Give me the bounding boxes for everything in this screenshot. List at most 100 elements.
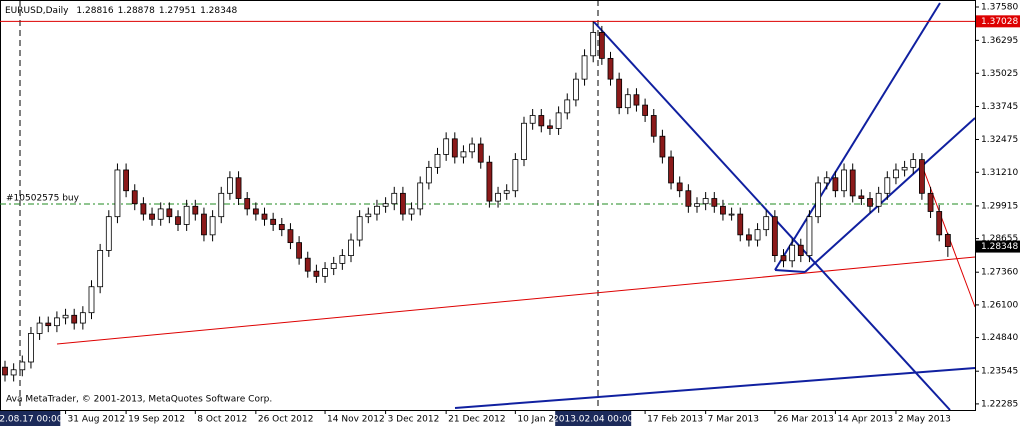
candle-body	[451, 138, 458, 158]
candle-body	[815, 182, 821, 218]
candle-body	[304, 257, 311, 272]
candle-body	[443, 138, 450, 155]
candle-body	[884, 177, 891, 194]
candle-body	[529, 115, 536, 124]
candle-body	[919, 159, 925, 194]
price-label-box	[976, 15, 1020, 28]
candle-body	[226, 177, 233, 194]
x-tick-label: 7 Mar 2013	[708, 415, 759, 425]
candle-body	[728, 213, 735, 216]
candle-body	[875, 192, 882, 207]
candle-body	[754, 229, 761, 241]
ohlc-high: 1.28878	[118, 6, 155, 16]
y-tick-label: 1.29915	[981, 201, 1018, 211]
y-tick-label: 1.24840	[981, 333, 1018, 343]
candle-body	[789, 244, 796, 262]
candle-body	[183, 205, 190, 225]
x-tick-label: 26 Oct 2012	[258, 415, 314, 425]
candle-body	[201, 213, 207, 236]
candle-body	[425, 166, 432, 184]
x-tick-label: 14 Apr 2013	[837, 415, 893, 425]
trend-lines	[454, 2, 976, 411]
price-label: 1.37028	[981, 17, 1018, 27]
candle-body	[737, 213, 744, 236]
candle-body	[391, 192, 398, 205]
ohlc-close: 1.28348	[200, 6, 237, 16]
candle-body	[434, 153, 441, 168]
current-price-box	[976, 240, 1020, 253]
candle-body	[166, 208, 173, 218]
candle-body	[780, 255, 787, 262]
candle-body	[278, 224, 285, 231]
candle-body	[936, 211, 943, 236]
candle-body	[123, 169, 129, 192]
candle-body	[694, 203, 700, 207]
candle-body	[19, 361, 26, 371]
ohlc-low: 1.27951	[159, 6, 196, 16]
y-tick-label: 1.28655	[981, 234, 1018, 244]
candle-body	[910, 159, 917, 168]
x-tick-label: 21 Dec 2012	[448, 415, 506, 425]
candles	[2, 21, 951, 382]
candle-body	[538, 115, 545, 127]
candle-body	[114, 169, 121, 218]
candle-body	[633, 94, 640, 106]
candle-body	[209, 216, 216, 236]
y-tick-label: 1.32475	[981, 135, 1018, 145]
x-tick-label: 3 Dec 2012	[388, 415, 440, 425]
title: EURUSD,Daily	[5, 6, 69, 16]
candle-body	[668, 156, 674, 184]
candle-body	[624, 94, 631, 109]
x-tick-label: 31 Aug 2012	[68, 415, 126, 425]
candle-body	[893, 169, 899, 179]
x-tick-label: 17 Feb 2013	[647, 415, 703, 425]
candle-body	[841, 169, 847, 192]
candle-body	[702, 198, 709, 205]
candle-body	[486, 161, 493, 202]
copyright: Ava MetaTrader, © 2001-2013, MetaQuotes …	[6, 395, 272, 405]
candle-body	[399, 192, 406, 215]
candle-body	[287, 229, 294, 244]
trend-line	[774, 2, 941, 271]
candle-body	[192, 205, 199, 215]
candle-body	[374, 205, 380, 215]
y-tick-label: 1.31210	[981, 168, 1018, 178]
candle-body	[322, 268, 328, 277]
candle-body	[71, 314, 78, 324]
y-tick-label: 1.23545	[981, 367, 1018, 377]
candle-body	[573, 78, 579, 101]
x-tick-label: 19 Sep 2012	[128, 415, 185, 425]
x-tick-label: 14 Nov 2012	[327, 415, 385, 425]
y-tick-label: 1.33745	[981, 102, 1018, 112]
candle-body	[313, 270, 320, 277]
candle-body	[157, 208, 164, 220]
candle-body	[806, 216, 813, 257]
candle-body	[676, 182, 683, 192]
x-tick-label: 8 Oct 2012	[197, 415, 247, 425]
symbol-title: EURUSD,Daily 1.28816 1.28878 1.27951 1.28348	[5, 6, 238, 16]
candle-body	[252, 208, 259, 215]
time-label-box	[555, 411, 632, 426]
x-tick-label: 2013.02.04 00:00	[553, 415, 634, 425]
candle-body	[356, 216, 363, 241]
candle-body	[503, 190, 510, 194]
candle-body	[244, 198, 251, 210]
candle-body	[659, 135, 666, 158]
candle-body	[296, 242, 303, 259]
candle-body	[88, 286, 95, 314]
candle-body	[218, 192, 225, 218]
plot-area	[19, 0, 976, 411]
candle-body	[97, 250, 104, 288]
candle-body	[901, 166, 908, 171]
candle-body	[711, 198, 718, 207]
candle-body	[720, 205, 726, 215]
candle-body	[382, 203, 389, 207]
candle-body	[512, 159, 519, 192]
candle-body	[105, 216, 112, 251]
x-tick-label: 2012.08.17 00:00	[0, 415, 63, 425]
candle-body	[54, 317, 60, 327]
candle-body	[175, 216, 181, 225]
candle-body	[62, 314, 69, 319]
candle-body	[28, 333, 34, 363]
